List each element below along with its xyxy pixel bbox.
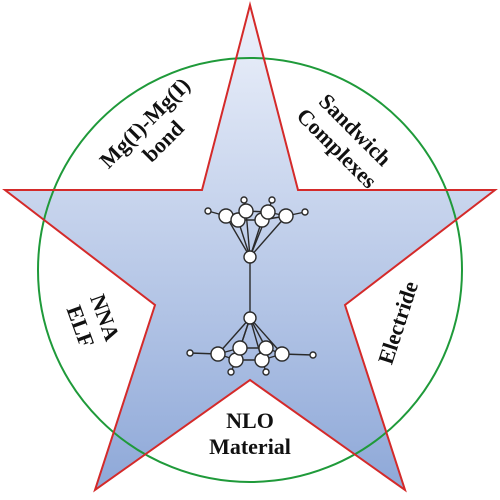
label-mgmg-line1: Mg(I)-Mg(I) xyxy=(94,72,195,173)
label-nlo-line1: NLO xyxy=(226,408,274,433)
label-nna: NNA ELF xyxy=(62,291,125,351)
label-mgmg: Mg(I)-Mg(I) bond xyxy=(94,72,195,173)
label-nlo: NLO Material xyxy=(209,408,291,459)
star-outline xyxy=(2,1,498,493)
label-electride-line1: Electride xyxy=(373,278,423,367)
label-sandwich: Sandwich Complexes xyxy=(292,88,397,193)
label-electride: Electride xyxy=(373,278,423,367)
mg2-sandwich-molecule-icon xyxy=(186,196,317,376)
star-shape xyxy=(5,5,495,490)
atoms xyxy=(186,196,317,376)
label-nlo-line2: Material xyxy=(209,434,291,459)
outer-circle xyxy=(37,57,463,483)
